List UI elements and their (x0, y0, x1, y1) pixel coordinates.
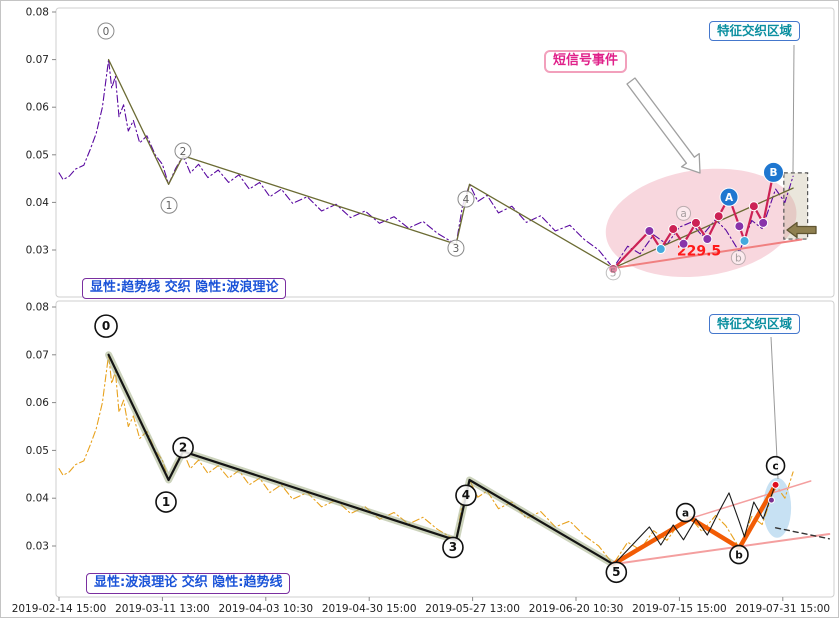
wave-label-text-5: 5 (612, 565, 620, 579)
wave-label-text-3: 3 (449, 540, 457, 554)
wave-label-circle-0 (97, 22, 115, 40)
series-projection-dashed (774, 527, 830, 540)
signal-marker (758, 217, 769, 228)
wave-label-circle-2 (174, 142, 192, 160)
wave-label-circle-1 (160, 196, 178, 214)
x-axis-tick-label: 2019-03-11 13:00 (115, 603, 210, 615)
series-channel-lower (612, 533, 831, 566)
x-axis-tick-label: 2019-05-27 13:00 (425, 603, 520, 615)
wave-label-circle-3 (447, 239, 465, 257)
series-signal-support (612, 238, 803, 270)
wave-label-circle-1 (155, 491, 177, 513)
wave-label-text-4: 4 (462, 488, 470, 502)
wave-label-circle-2 (172, 436, 194, 459)
wave-label-text-2: 2 (180, 146, 187, 158)
signal-marker (748, 201, 759, 212)
series-price-purple (58, 59, 794, 269)
wave-label-text-5: 5 (610, 268, 617, 280)
wave-label-circle-4 (457, 190, 475, 208)
signal-marker (678, 238, 689, 249)
x-axis-tick-label: 2019-04-30 15:00 (322, 603, 417, 615)
signal-marker (690, 217, 701, 228)
signal-marker-label: B (769, 167, 777, 179)
wave-label-circle-a (676, 205, 692, 221)
x-axis-tick-label: 2019-07-15 15:00 (632, 603, 727, 615)
series-wave-band (105, 351, 617, 568)
wave-label-circle-0 (94, 314, 118, 338)
wave-label-text-b: b (735, 549, 743, 561)
y-axis-tick-label: 0.08 (26, 302, 49, 314)
wave-label-circle-3 (442, 536, 464, 559)
wave-label-circle-b (730, 250, 746, 266)
signal-marker (668, 224, 679, 235)
wave-label-text-1: 1 (162, 495, 170, 509)
x-axis-tick-label: 2019-07-31 15:00 (735, 603, 830, 615)
signal-marker (713, 211, 724, 222)
y-axis-tick-label: 0.06 (26, 102, 50, 114)
signal-marker (644, 225, 655, 236)
y-axis-tick-label: 0.06 (26, 397, 50, 409)
wave-label-text-2: 2 (179, 440, 187, 454)
signal-marker (767, 496, 775, 504)
wave-label-text-b: b (735, 252, 742, 264)
block-arrow (786, 221, 817, 239)
annotation-text: 229.5 (677, 244, 721, 260)
series-sub-wave-zigzag (612, 483, 777, 566)
feature-interweave-region-label-top: 特征交织区域 (709, 21, 801, 42)
legend-top-panel: 显性:趋势线 交织 隐性:波浪理论 (82, 278, 287, 299)
y-axis-tick-label: 0.04 (26, 493, 50, 505)
signal-marker (734, 221, 745, 232)
signal-marker (739, 235, 750, 246)
series-abc-wave (610, 482, 778, 567)
wave-label-text-4: 4 (463, 194, 470, 206)
wave-label-circle-a (675, 502, 696, 523)
y-axis-tick-label: 0.05 (26, 445, 49, 457)
wave-label-text-a: a (682, 507, 689, 519)
x-axis-tick-label: 2019-02-14 15:00 (12, 603, 107, 615)
signal-marker-A (719, 187, 739, 207)
x-axis-tick-label: 2019-04-03 10:30 (218, 603, 313, 615)
wave-label-text-0: 0 (103, 26, 110, 38)
series-price-orange (58, 354, 794, 565)
signal-marker (702, 234, 713, 245)
annotation-leader-line (770, 336, 779, 480)
x-axis-tick-label: 2019-06-20 10:30 (529, 603, 624, 615)
y-axis-tick-label: 0.04 (26, 197, 50, 209)
wave-label-circle-5 (605, 265, 621, 281)
panel-bottom-wave-explicit-border (55, 300, 835, 598)
wave-label-circle-5 (605, 561, 628, 584)
y-axis-tick-label: 0.07 (26, 349, 49, 361)
annotation-leader-line (792, 44, 795, 173)
wave-label-circle-b (729, 544, 749, 565)
legend-bottom-panel: 显性:波浪理论 交织 隐性:趋势线 (86, 573, 291, 594)
short-signal-event-label: 短信号事件 (544, 50, 628, 73)
wave-label-circle-4 (455, 484, 477, 507)
signal-marker (608, 264, 619, 275)
series-channel-upper (690, 480, 812, 520)
feature-interweave-region-label-bottom: 特征交织区域 (709, 314, 801, 335)
y-axis-tick-label: 0.08 (26, 7, 49, 19)
block-arrow (626, 77, 701, 174)
wave-label-text-0: 0 (102, 319, 110, 333)
signal-marker (655, 244, 666, 255)
y-axis-tick-label: 0.05 (26, 149, 49, 161)
wave-label-text-1: 1 (166, 200, 173, 212)
wave-label-text-a: a (680, 208, 686, 220)
signal-marker (771, 480, 780, 489)
series-wave-line (107, 353, 615, 566)
signal-marker-B (762, 161, 784, 183)
wave-label-text-3: 3 (453, 243, 460, 255)
y-axis-tick-label: 0.07 (26, 54, 49, 66)
y-axis-tick-label: 0.03 (26, 245, 49, 257)
wave-label-circle-c (765, 455, 786, 476)
panel-top-trendline-explicit-border (55, 7, 835, 298)
wave-label-text-c: c (772, 460, 778, 472)
signal-marker-label: A (725, 192, 734, 204)
y-axis-tick-label: 0.03 (26, 541, 49, 553)
